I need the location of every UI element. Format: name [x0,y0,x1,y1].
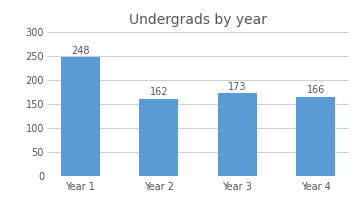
Bar [139,98,178,176]
Bar [218,93,257,176]
Bar [60,57,100,176]
Title: Undergrads by year: Undergrads by year [129,13,267,27]
Text: 173: 173 [228,82,247,92]
Bar [296,97,336,176]
Text: 166: 166 [307,85,325,95]
Text: 162: 162 [149,87,168,97]
Text: 248: 248 [71,46,89,56]
